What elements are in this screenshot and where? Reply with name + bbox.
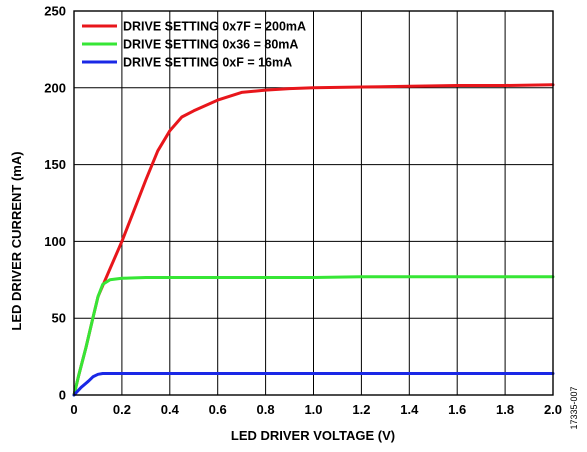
- x-tick-label: 0.6: [209, 402, 227, 417]
- y-tick-label: 150: [44, 157, 66, 172]
- x-tick-label: 0.8: [257, 402, 275, 417]
- y-tick-label: 250: [44, 4, 66, 19]
- x-tick-label: 0.2: [113, 402, 131, 417]
- y-tick-label: 100: [44, 234, 66, 249]
- legend-label-1: DRIVE SETTING 0x7F = 200mA: [123, 20, 306, 34]
- legend-label-2: DRIVE SETTING 0x36 = 80mA: [123, 38, 298, 52]
- y-tick-label: 200: [44, 80, 66, 95]
- x-tick-label: 1.2: [352, 402, 370, 417]
- y-tick-labels: 0 50 100 150 200 250: [44, 4, 66, 403]
- x-tick-label: 1.8: [496, 402, 514, 417]
- y-tick-label: 0: [59, 388, 66, 403]
- x-tick-label: 1.6: [448, 402, 466, 417]
- x-tick-label: 0.4: [161, 402, 180, 417]
- x-tick-label: 0: [70, 402, 77, 417]
- legend: DRIVE SETTING 0x7F = 200mA DRIVE SETTING …: [82, 20, 306, 70]
- x-tick-labels: 0 0.2 0.4 0.6 0.8 1.0 1.2 1.4 1.6 1.8 2.0: [70, 402, 562, 417]
- plot-series: [72, 83, 555, 397]
- x-tick-label: 1.4: [400, 402, 419, 417]
- series-line-2: [72, 275, 555, 397]
- plot-frame: [73, 10, 554, 396]
- x-axis-title: LED DRIVER VOLTAGE (V): [231, 428, 395, 443]
- y-axis-title: LED DRIVER CURRENT (mA): [9, 151, 24, 330]
- y-tick-label: 50: [52, 311, 66, 326]
- figure-id: 17335-007: [569, 386, 579, 429]
- x-tick-label: 1.0: [304, 402, 322, 417]
- legend-label-3: DRIVE SETTING 0xF = 16mA: [123, 56, 292, 70]
- series-line-3: [72, 372, 555, 397]
- x-tick-label: 2.0: [544, 402, 562, 417]
